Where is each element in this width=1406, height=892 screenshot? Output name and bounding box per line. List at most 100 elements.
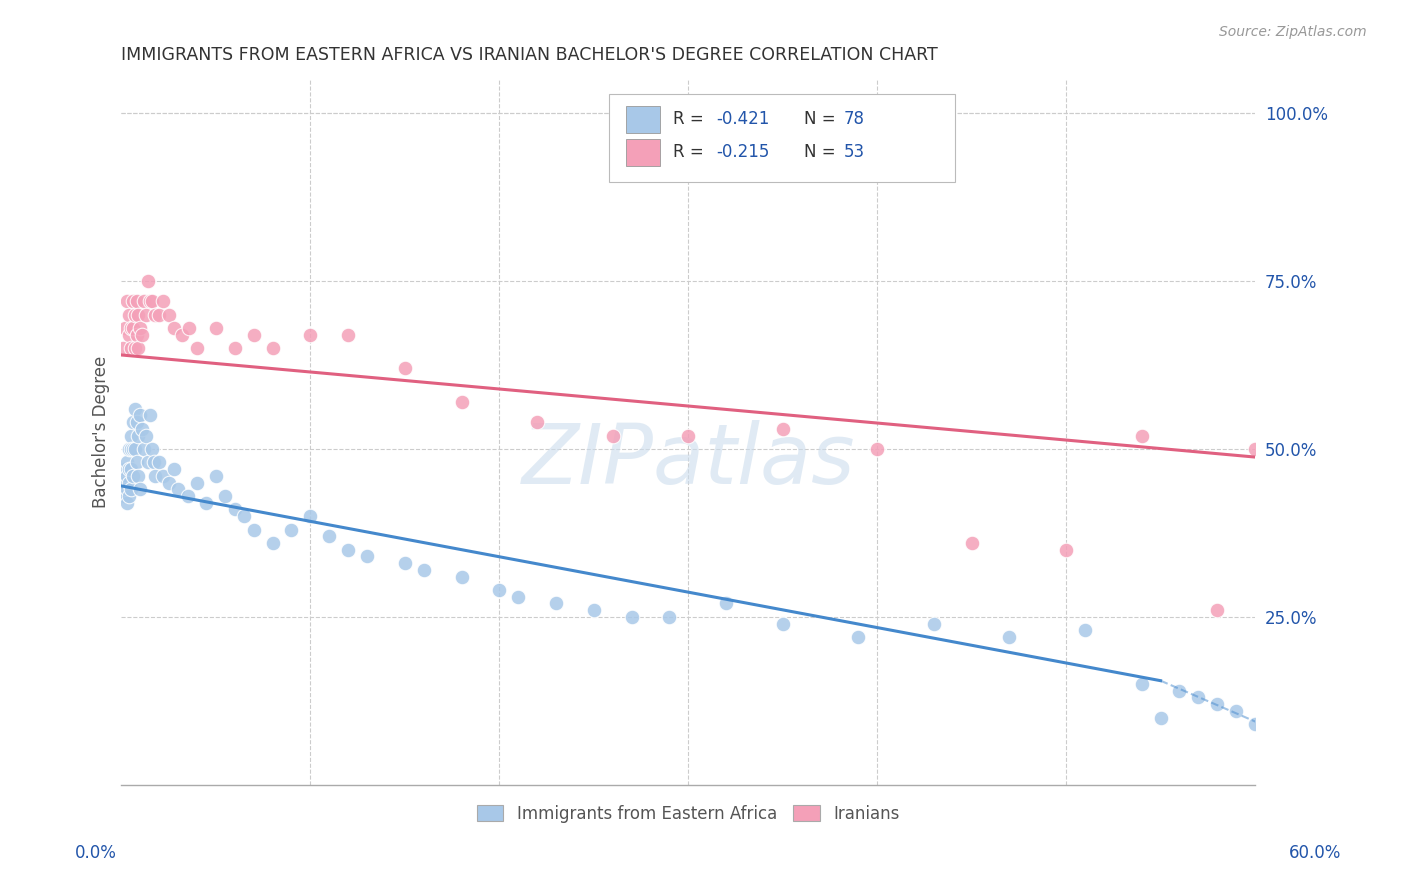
Point <box>602 428 624 442</box>
Point <box>233 509 256 524</box>
Point <box>998 630 1021 644</box>
Point <box>1206 603 1229 617</box>
Point <box>118 489 141 503</box>
Point <box>112 483 135 497</box>
Point <box>127 308 149 322</box>
Point <box>163 321 186 335</box>
Point <box>141 294 163 309</box>
Point <box>125 455 148 469</box>
Point <box>582 603 605 617</box>
Text: ZIPatlas: ZIPatlas <box>522 420 855 501</box>
Point <box>115 496 138 510</box>
Point <box>337 327 360 342</box>
FancyBboxPatch shape <box>609 94 955 182</box>
Point <box>136 274 159 288</box>
Point <box>121 468 143 483</box>
Text: 60.0%: 60.0% <box>1288 844 1341 862</box>
Text: R =: R = <box>673 110 704 128</box>
Point <box>114 475 136 490</box>
Point <box>412 563 434 577</box>
Text: R =: R = <box>673 144 704 161</box>
Point <box>121 321 143 335</box>
Point <box>131 327 153 342</box>
Point <box>170 327 193 342</box>
Point <box>1319 475 1341 490</box>
Point <box>1187 690 1209 705</box>
FancyBboxPatch shape <box>626 106 659 133</box>
Point <box>714 597 737 611</box>
Point <box>450 569 472 583</box>
Point <box>118 475 141 490</box>
Text: -0.215: -0.215 <box>717 144 770 161</box>
Point <box>142 455 165 469</box>
Point <box>1244 442 1267 456</box>
Point <box>118 327 141 342</box>
Point <box>120 428 142 442</box>
Point <box>127 341 149 355</box>
Point <box>167 483 190 497</box>
Point <box>526 415 548 429</box>
Point <box>132 294 155 309</box>
Point <box>620 610 643 624</box>
Y-axis label: Bachelor's Degree: Bachelor's Degree <box>93 356 110 508</box>
Text: IMMIGRANTS FROM EASTERN AFRICA VS IRANIAN BACHELOR'S DEGREE CORRELATION CHART: IMMIGRANTS FROM EASTERN AFRICA VS IRANIA… <box>121 46 938 64</box>
Point <box>115 468 138 483</box>
Point <box>120 483 142 497</box>
Point <box>129 321 152 335</box>
Point <box>118 308 141 322</box>
Point <box>129 409 152 423</box>
Point <box>1149 710 1171 724</box>
Point <box>112 468 135 483</box>
Point <box>124 341 146 355</box>
Point <box>658 610 681 624</box>
Point <box>125 327 148 342</box>
Point <box>1130 677 1153 691</box>
Point <box>157 308 180 322</box>
Point <box>299 509 322 524</box>
Point <box>205 321 228 335</box>
Point <box>176 489 198 503</box>
Text: Source: ZipAtlas.com: Source: ZipAtlas.com <box>1219 25 1367 39</box>
Text: N =: N = <box>804 144 835 161</box>
Point <box>135 308 157 322</box>
Point <box>1301 254 1323 268</box>
Point <box>1263 173 1285 187</box>
Point <box>114 489 136 503</box>
Point <box>186 341 208 355</box>
Point <box>152 294 174 309</box>
Point <box>120 341 142 355</box>
Point <box>394 361 416 376</box>
Point <box>148 308 170 322</box>
Text: 78: 78 <box>844 110 865 128</box>
Point <box>118 462 141 476</box>
Point <box>676 428 699 442</box>
Point <box>139 409 162 423</box>
Point <box>1244 717 1267 731</box>
Point <box>179 321 201 335</box>
Point <box>866 442 889 456</box>
Point <box>163 462 186 476</box>
Point <box>127 428 149 442</box>
Legend: Immigrants from Eastern Africa, Iranians: Immigrants from Eastern Africa, Iranians <box>470 798 907 830</box>
Text: 53: 53 <box>844 144 865 161</box>
Point <box>114 321 136 335</box>
Point <box>112 341 135 355</box>
Point <box>262 341 284 355</box>
Point <box>120 442 142 456</box>
Point <box>1168 683 1191 698</box>
Point <box>1054 542 1077 557</box>
Point <box>132 442 155 456</box>
Point <box>121 415 143 429</box>
Point <box>124 442 146 456</box>
Point <box>115 455 138 469</box>
Point <box>120 462 142 476</box>
Text: N =: N = <box>804 110 835 128</box>
Point <box>544 597 567 611</box>
Point <box>131 422 153 436</box>
Point <box>152 468 174 483</box>
Point <box>394 556 416 570</box>
Point <box>1339 523 1361 537</box>
Point <box>121 294 143 309</box>
Point <box>120 321 142 335</box>
Point <box>846 630 869 644</box>
